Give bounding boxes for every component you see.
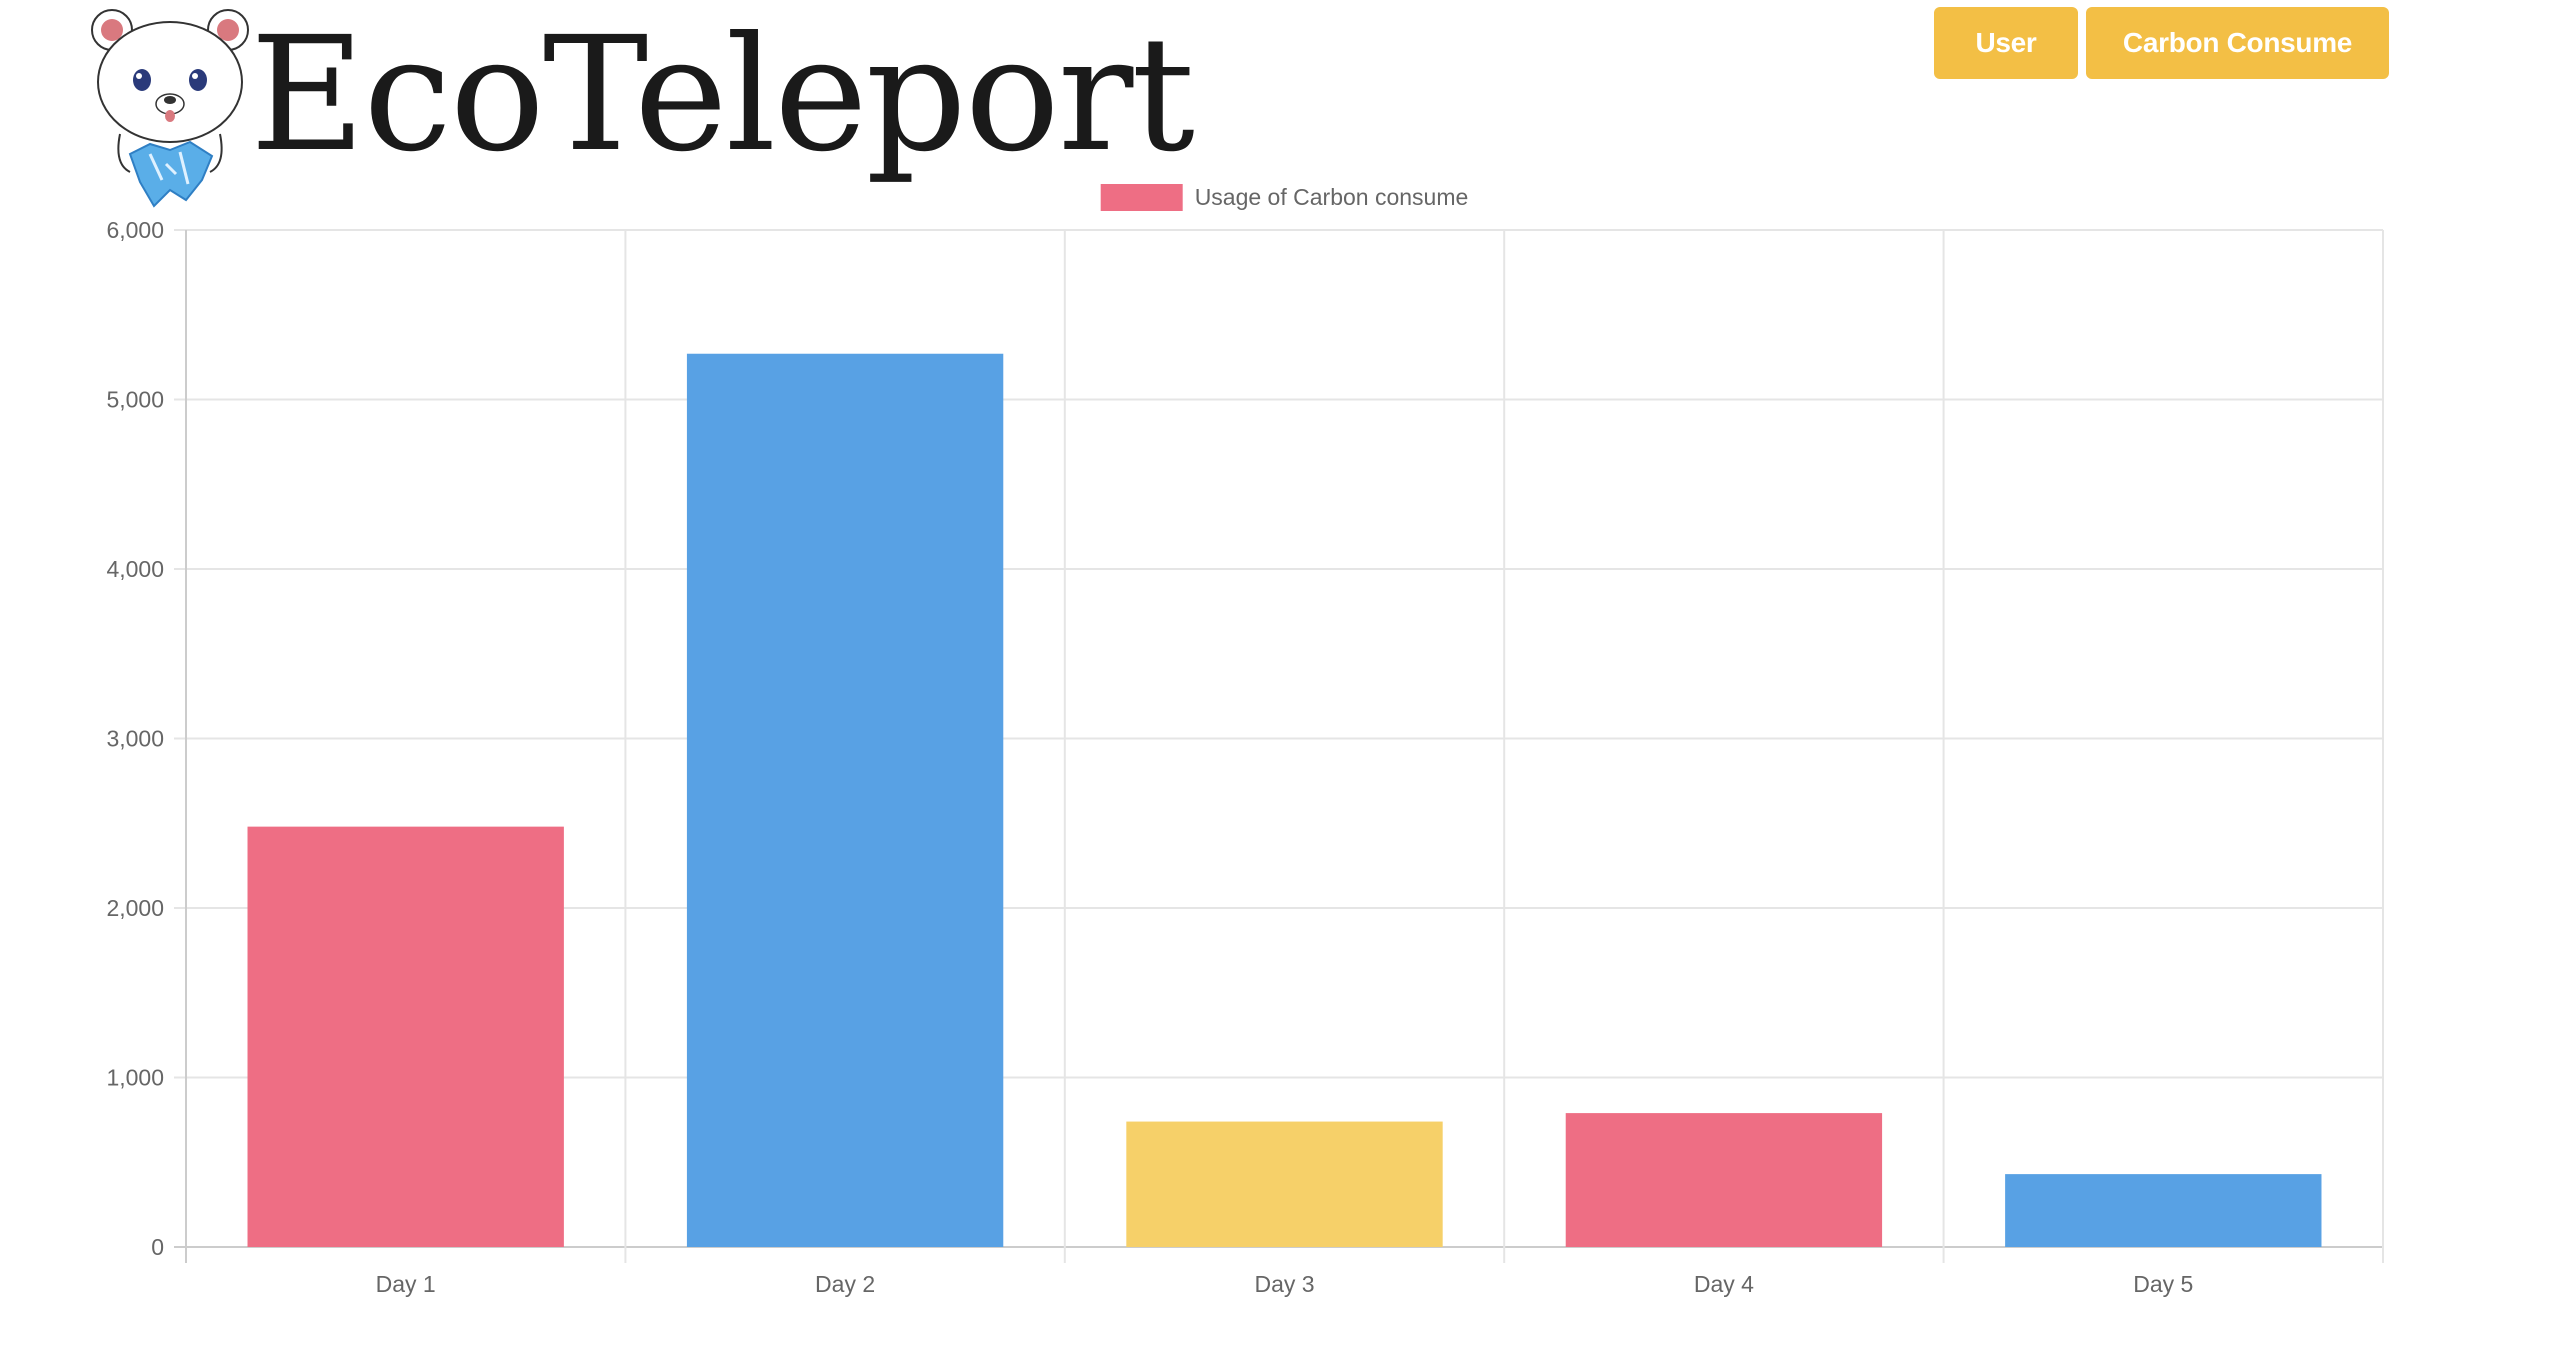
bear-mascot-icon — [91, 9, 249, 208]
x-tick-label: Day 4 — [1694, 1271, 1754, 1297]
x-tick-label: Day 1 — [376, 1271, 436, 1297]
bar-day-1[interactable] — [247, 826, 564, 1247]
legend-label: Usage of Carbon consume — [1195, 184, 1469, 210]
top-nav: User Carbon Consume — [1934, 7, 2389, 79]
user-button[interactable]: User — [1934, 7, 2078, 79]
y-tick-label: 2,000 — [106, 895, 164, 921]
brand-logo[interactable]: EcoTeleport — [90, 4, 1195, 210]
y-tick-label: 4,000 — [106, 556, 164, 582]
y-tick-label: 0 — [151, 1234, 164, 1260]
bar-day-3[interactable] — [1126, 1121, 1443, 1247]
legend-swatch — [1100, 184, 1183, 211]
grid-layer — [174, 229, 2384, 1263]
y-tick-label: 1,000 — [106, 1065, 164, 1091]
bar-day-5[interactable] — [2005, 1174, 2322, 1247]
bar-layer — [247, 353, 2322, 1247]
y-tick-label: 6,000 — [106, 217, 164, 243]
y-tick-label: 5,000 — [106, 387, 164, 413]
x-tick-label: Day 3 — [1254, 1271, 1314, 1297]
y-tick-label: 3,000 — [106, 726, 164, 752]
carbon-consume-button[interactable]: Carbon Consume — [2086, 7, 2389, 79]
brand-name: EcoTeleport — [250, 3, 1195, 187]
label-layer: 0 1,000 2,000 3,000 4,000 5,000 6,000 Day 1 Day … — [106, 217, 2193, 1297]
x-tick-label: Day 2 — [815, 1271, 875, 1297]
bar-day-4[interactable] — [1565, 1113, 1883, 1247]
x-tick-label: Day 5 — [2133, 1271, 2193, 1297]
bar-day-2[interactable] — [686, 353, 1004, 1247]
chart-legend[interactable]: Usage of Carbon consume — [1100, 184, 1469, 211]
